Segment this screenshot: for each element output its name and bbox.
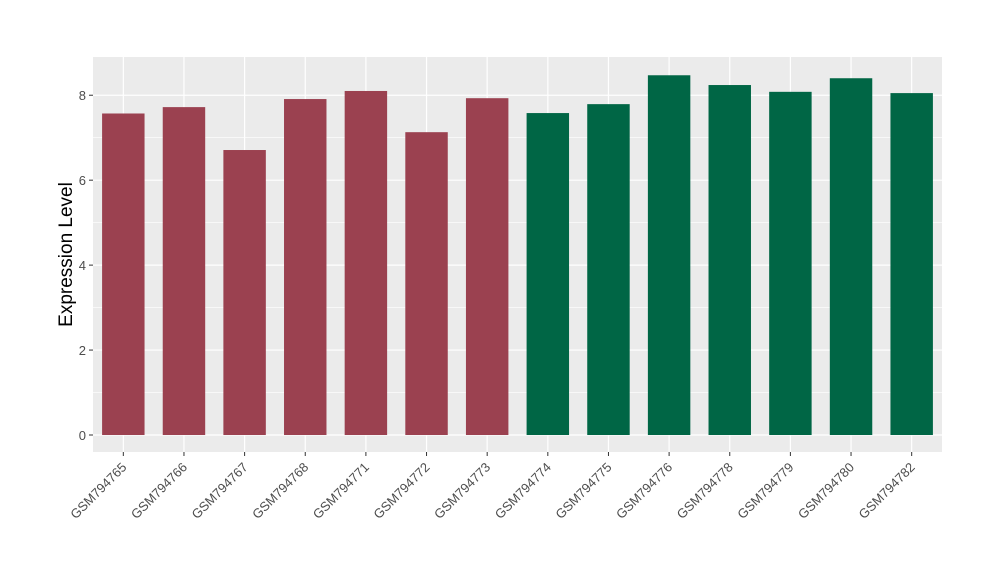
bar-GSM794778 [708,85,751,436]
x-tick-label: GSM794779 [734,460,796,522]
y-tick-label: 6 [79,173,86,188]
bar-GSM794765 [102,113,145,436]
bar-GSM794776 [647,75,691,436]
x-tick-label: GSM794768 [249,460,311,522]
y-tick-label: 2 [79,343,86,358]
bar-GSM794780 [829,78,873,436]
x-tick-label: GSM794771 [310,460,372,522]
x-tick-label: GSM794775 [552,460,614,522]
y-axis: 0 2 4 6 8 [79,88,93,443]
y-tick-label: 8 [79,88,86,103]
x-tick-label: GSM794766 [128,460,190,522]
bar-GSM794772 [405,132,448,436]
x-tick-label: GSM794782 [856,460,918,522]
x-tick-label: GSM794774 [492,460,554,522]
bar-GSM794773 [465,98,509,436]
bar-GSM794766 [162,107,206,436]
bar-GSM794775 [587,104,630,436]
y-tick-label: 4 [79,258,86,273]
bar-GSM794782 [890,93,933,436]
bar-GSM794768 [284,99,327,436]
bar-GSM794771 [344,90,388,436]
x-tick-label: GSM794773 [431,460,493,522]
bars [102,75,933,436]
x-tick-label: GSM794776 [613,460,675,522]
bar-GSM794767 [223,150,266,436]
bar-GSM794774 [526,113,570,436]
x-tick-label: GSM794767 [189,460,251,522]
y-axis-label: Expression Level [56,182,77,327]
x-tick-label: GSM794772 [370,460,432,522]
x-tick-label: GSM794778 [674,460,736,522]
bar-GSM794779 [769,91,812,436]
x-tick-label: GSM794765 [67,460,129,522]
y-tick-label: 0 [79,428,86,443]
x-tick-label: GSM794780 [795,460,857,522]
x-axis: GSM794765GSM794766GSM794767GSM794768GSM7… [67,452,918,522]
